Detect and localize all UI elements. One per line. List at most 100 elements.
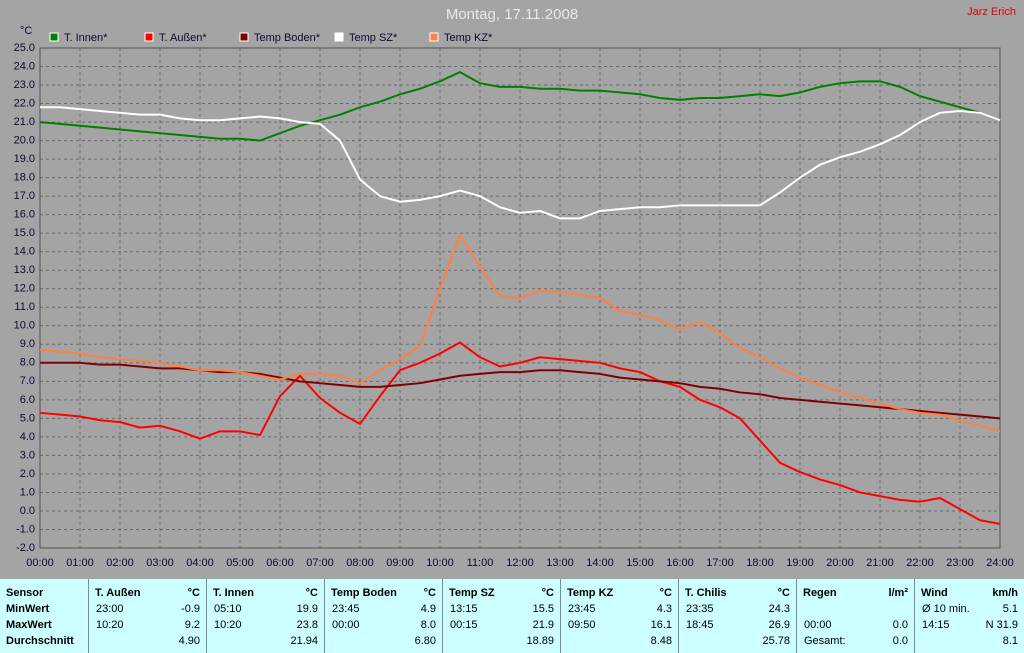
legend-label: T. Außen* xyxy=(159,32,207,44)
column-header: T. Chilis xyxy=(685,587,727,599)
cell-value: 4.90 xyxy=(178,635,200,647)
column-unit: °C xyxy=(541,587,554,599)
y-tick-label: 22.0 xyxy=(14,97,35,109)
cell-label: 13:15 xyxy=(450,603,478,615)
cell-value: 15.5 xyxy=(532,603,554,615)
cell-value: 26.9 xyxy=(768,619,790,631)
cell-value: 9.2 xyxy=(184,619,200,631)
y-tick-label: 5.0 xyxy=(20,412,35,424)
cell-label: 10:20 xyxy=(214,619,242,631)
plot-border xyxy=(39,47,1001,549)
data-line xyxy=(40,106,1001,220)
cell-label: 00:15 xyxy=(450,619,478,631)
cell-value: -0.9 xyxy=(181,603,200,615)
column-divider xyxy=(678,579,679,653)
cell-label: Ø 10 min. xyxy=(922,603,970,615)
x-tick-label: 23:00 xyxy=(946,557,974,569)
y-tick-label: 25.0 xyxy=(14,42,35,54)
cell-value: 6.80 xyxy=(414,635,436,647)
y-tick-label: 7.0 xyxy=(20,375,35,387)
cell-value: 8.0 xyxy=(420,619,436,631)
cell-value: 18.89 xyxy=(526,635,554,647)
cell-label: 00:00 xyxy=(332,619,360,631)
x-tick-label: 14:00 xyxy=(586,557,614,569)
cell-label: 10:20 xyxy=(96,619,124,631)
y-tick-label: 17.0 xyxy=(14,190,35,202)
cell-label: 05:10 xyxy=(214,603,242,615)
x-tick-label: 12:00 xyxy=(506,557,534,569)
column-unit: l/m² xyxy=(888,587,908,599)
x-tick-label: 20:00 xyxy=(826,557,854,569)
cell-value: 8.1 xyxy=(1002,635,1018,647)
data-line xyxy=(39,234,1001,433)
y-axis-label: °C xyxy=(20,25,32,37)
y-tick-label: 23.0 xyxy=(14,79,35,91)
x-tick-label: 22:00 xyxy=(906,557,934,569)
y-tick-label: 9.0 xyxy=(20,338,35,350)
credit: Jarz Erich xyxy=(967,6,1016,18)
x-tick-label: 16:00 xyxy=(666,557,694,569)
column-unit: °C xyxy=(777,587,790,599)
column-divider xyxy=(206,579,207,653)
x-tick-label: 00:00 xyxy=(26,557,54,569)
x-tick-label: 13:00 xyxy=(546,557,574,569)
cell-label: 00:00 xyxy=(804,619,832,631)
cell-value: 16.1 xyxy=(650,619,672,631)
row-label: Sensor xyxy=(6,587,44,599)
y-tick-label: 0.0 xyxy=(20,505,35,517)
row-label: MaxWert xyxy=(6,619,52,631)
y-tick-label: 24.0 xyxy=(14,60,35,72)
x-tick-label: 07:00 xyxy=(306,557,334,569)
cell-value: 0.0 xyxy=(892,619,908,631)
y-tick-label: 14.0 xyxy=(14,246,35,258)
x-tick-label: 06:00 xyxy=(266,557,294,569)
column-unit: °C xyxy=(659,587,672,599)
chart: Montag, 17.11.2008 Jarz Erich °C -2.0 -1.… xyxy=(14,6,1016,569)
column-header: T. Innen xyxy=(213,587,254,599)
chart-title: Montag, 17.11.2008 xyxy=(446,6,578,23)
cell-value: 21.9 xyxy=(532,619,554,631)
cell-value: 23.8 xyxy=(296,619,318,631)
cell-value: 19.9 xyxy=(296,603,318,615)
column-unit: °C xyxy=(305,587,318,599)
cell-value: 4.3 xyxy=(656,603,672,615)
column-header: Temp KZ xyxy=(567,587,614,599)
x-tick-label: 11:00 xyxy=(467,557,494,569)
cell-label: 23:45 xyxy=(568,603,596,615)
legend-swatch xyxy=(144,32,154,42)
cell-label: Gesamt: xyxy=(804,635,846,647)
column-divider xyxy=(324,579,325,653)
data-line xyxy=(39,341,1001,525)
column-divider xyxy=(914,579,915,653)
column-divider xyxy=(88,579,89,653)
cell-label: 23:45 xyxy=(332,603,360,615)
column-divider xyxy=(560,579,561,653)
x-tick-label: 17:00 xyxy=(706,557,734,569)
y-tick-label: 10.0 xyxy=(14,320,35,332)
legend-swatch xyxy=(429,32,439,42)
cell-value: 0.0 xyxy=(892,635,908,647)
y-tick-label: 21.0 xyxy=(14,116,35,128)
cell-value: 4.9 xyxy=(420,603,436,615)
cell-value: 24.3 xyxy=(768,603,790,615)
legend-label: T. Innen* xyxy=(64,32,108,44)
row-label: Durchschnitt xyxy=(6,635,74,647)
column-unit: °C xyxy=(423,587,436,599)
stats-table: Sensor MinWert MaxWert Durchschnitt T. Außen… xyxy=(0,579,1024,653)
column-divider xyxy=(442,579,443,653)
y-tick-label: 18.0 xyxy=(14,172,35,184)
x-tick-label: 01:00 xyxy=(66,557,94,569)
cell-value: 8.48 xyxy=(650,635,672,647)
column-divider xyxy=(796,579,797,653)
y-tick-label: 12.0 xyxy=(14,283,35,295)
y-tick-label: 1.0 xyxy=(20,486,35,498)
legend-swatch xyxy=(49,32,59,42)
x-tick-label: 02:00 xyxy=(106,557,134,569)
cell-label: 23:35 xyxy=(686,603,714,615)
column-header: Temp Boden xyxy=(331,587,397,599)
y-tick-label: 19.0 xyxy=(14,153,35,165)
data-line xyxy=(39,71,1001,142)
x-tick-label: 04:00 xyxy=(186,557,214,569)
legend-swatch xyxy=(239,32,249,42)
